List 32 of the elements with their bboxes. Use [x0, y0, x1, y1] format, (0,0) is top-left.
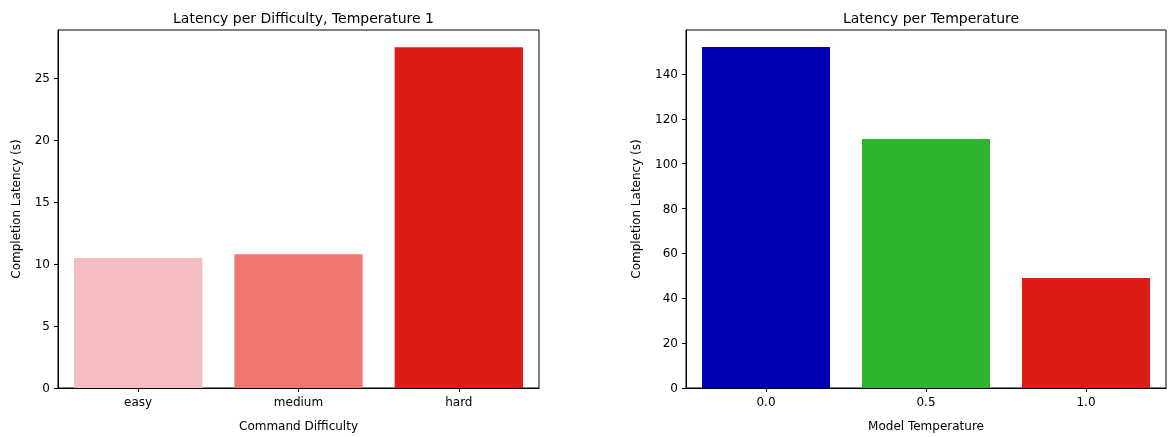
bar: [74, 257, 203, 388]
y-tick-label: 80: [662, 201, 678, 216]
y-tick-label: 10: [34, 257, 50, 272]
y-tick-label: 20: [34, 133, 50, 148]
chart-title: Latency per Temperature: [842, 10, 1020, 26]
x-tick-label: 1.0: [1076, 395, 1096, 409]
x-tick-label: medium: [273, 395, 324, 409]
y-tick-label: 25: [34, 71, 50, 86]
y-tick-label: 15: [34, 195, 50, 210]
y-tick-label: 0: [42, 381, 50, 395]
y-tick-label: 40: [662, 291, 678, 306]
y-axis-title: Completion Latency (s): [629, 139, 643, 279]
x-axis-title: Model Temperature: [868, 419, 984, 433]
y-tick-label: 5: [42, 319, 50, 334]
bar: [234, 254, 363, 388]
y-tick-label: 60: [662, 246, 678, 261]
y-tick-label: 100: [655, 156, 678, 171]
y-tick-label: 20: [662, 336, 678, 351]
bar: [394, 47, 523, 388]
chart-title: Latency per Difficulty, Temperature 1: [173, 10, 434, 26]
y-tick-label: 120: [655, 111, 678, 126]
y-tick-label: 0: [670, 381, 678, 395]
x-axis-title: Command Difficulty: [238, 419, 359, 433]
bar: [702, 47, 830, 388]
x-tick-label: easy: [124, 395, 153, 409]
bar: [862, 139, 990, 388]
x-tick-label: 0.5: [916, 395, 936, 409]
x-tick-label: hard: [445, 395, 473, 409]
y-axis-title: Completion Latency (s): [9, 139, 23, 279]
y-tick-label: 140: [655, 66, 678, 81]
bar: [1022, 278, 1150, 388]
x-tick-label: 0.0: [756, 395, 776, 409]
